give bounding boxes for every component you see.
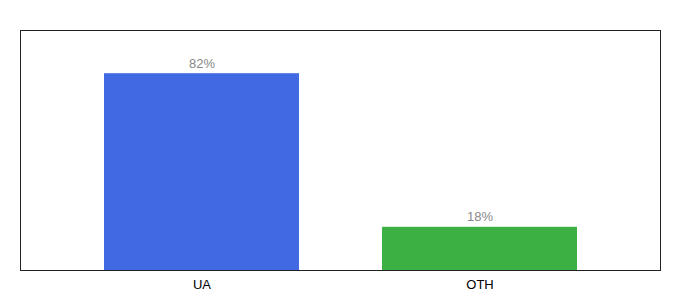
- svg-text:82%: 82%: [189, 56, 215, 71]
- svg-text:UA: UA: [193, 277, 211, 292]
- svg-text:OTH: OTH: [466, 277, 493, 292]
- svg-text:18%: 18%: [467, 209, 493, 224]
